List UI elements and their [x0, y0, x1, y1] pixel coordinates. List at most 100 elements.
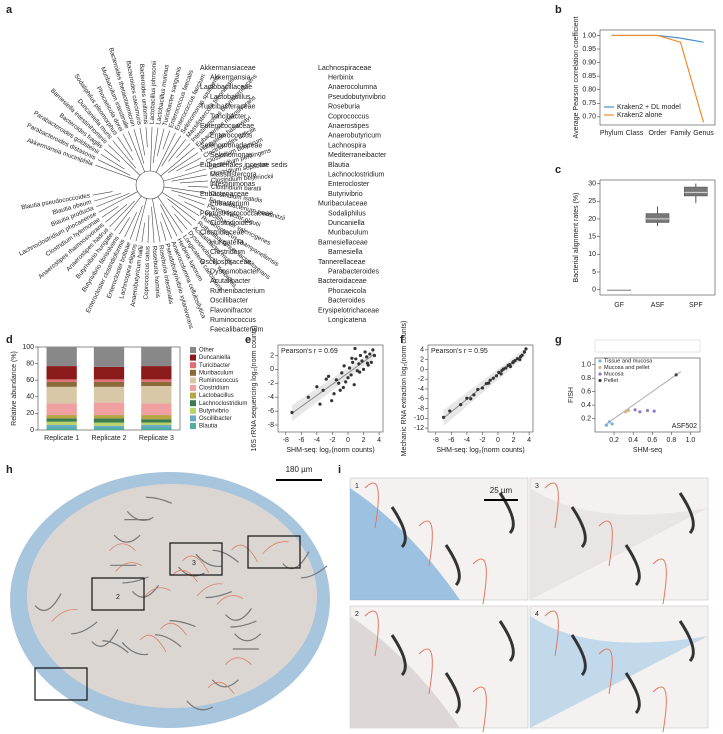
legend-label: Turicibacter [199, 363, 230, 369]
x-tick-label: 2 [512, 437, 516, 444]
tree-branch [160, 147, 195, 177]
y-axis-label: Bacterial alignment rates (%) [573, 193, 580, 283]
point [338, 388, 342, 392]
tissue-structure [570, 634, 587, 677]
tissue-structure [418, 520, 433, 567]
x-tick-label: Replicate 2 [91, 435, 126, 442]
point [355, 369, 359, 373]
legend-swatch [598, 365, 602, 370]
point [369, 360, 373, 364]
point [340, 371, 344, 375]
x-tick-label: -6 [298, 437, 304, 444]
tree-branch [100, 154, 125, 170]
point [334, 378, 338, 382]
region-box [247, 535, 301, 569]
tree-branch [108, 144, 141, 176]
point [499, 372, 503, 376]
y-tick-label: 2 [420, 357, 424, 364]
tree-branch [176, 157, 202, 172]
point [342, 364, 346, 368]
family-name: Akkermansiaceae [200, 65, 256, 72]
tissue-structure [598, 520, 613, 567]
point [371, 348, 375, 352]
genus-name: Pseudobutyrivibrio [328, 94, 386, 101]
plot-frame [599, 29, 716, 126]
point [645, 408, 650, 413]
x-axis-label: SHM-seq: log₂(norm counts) [436, 447, 524, 454]
panel-label: i [338, 464, 341, 476]
family-name: Lactobacillaceae [200, 84, 252, 91]
tree-branch [152, 198, 161, 243]
legend-label: Lactobacillus [199, 393, 234, 399]
legend-swatch [190, 377, 196, 384]
tree-branch [156, 128, 165, 156]
point [638, 410, 642, 414]
tissue-fold [139, 634, 167, 653]
tile-label: 2 [355, 611, 359, 618]
y-axis-label: 16S rRNA sequencing log₂(norm counts) [251, 325, 258, 451]
bar-segment [46, 415, 77, 419]
legend-swatch [598, 372, 602, 376]
family-name: Muribaculaceae [318, 201, 368, 208]
tree-branch [155, 132, 176, 173]
point [332, 392, 336, 396]
x-tick-label: 0.6 [647, 437, 657, 444]
tree-branch [176, 143, 191, 158]
x-tick-label: 2 [362, 437, 366, 444]
point [353, 346, 357, 351]
legend-label: Duncaniella [199, 355, 231, 361]
bar-segment [46, 379, 77, 382]
tissue-fold [196, 583, 224, 597]
tree-leaf-label: Coprococcus catus [143, 246, 152, 300]
y-tick-label: 1.0 [581, 362, 591, 369]
point [497, 370, 501, 374]
box [645, 213, 670, 223]
point [500, 368, 504, 373]
tree-branch [179, 180, 208, 184]
genus-name: Blautia [328, 162, 350, 169]
y-tick-label: 0.85 [582, 73, 596, 80]
legend-label: Pellet [604, 378, 618, 384]
x-tick-label: SPF [689, 302, 703, 309]
region-box [169, 542, 223, 576]
point [610, 422, 614, 426]
bar-segment [46, 347, 77, 367]
x-tick-label: -6 [448, 437, 454, 444]
genus-name: Sodaliphilus [328, 210, 366, 217]
tissue-lumen [27, 484, 317, 708]
y-tick-label: 100 [22, 344, 34, 351]
legend-swatch [190, 407, 196, 414]
family-name: Bacteroidaceae [318, 278, 367, 285]
tissue-structure [472, 686, 487, 733]
tree-branch [135, 198, 147, 242]
family-name: Enterococcaceae [200, 123, 254, 130]
y-tick-label: -4 [418, 386, 424, 393]
tissue-structure [364, 610, 379, 657]
tree-branch [139, 127, 146, 156]
tree-branch [161, 135, 181, 167]
tissue-structure [570, 506, 587, 549]
bar-segment [93, 381, 125, 387]
bar-segment [93, 366, 125, 380]
legend-swatch [190, 392, 196, 399]
tissue-fold [207, 681, 235, 695]
point [290, 410, 294, 415]
point [318, 402, 322, 406]
panel-label: b [555, 4, 562, 16]
point [341, 385, 345, 390]
bar-segment [141, 347, 172, 367]
bar-segment [46, 366, 77, 380]
tree-branch [145, 127, 148, 148]
family-name: Tannerellaceae [318, 259, 366, 266]
tissue-fold [234, 633, 262, 642]
y-tick-label: -6 [418, 396, 424, 403]
tree-branch [150, 127, 153, 172]
point [321, 388, 325, 392]
y-tick-label: 0 [270, 366, 274, 373]
y-tick-label: 0.70 [582, 114, 596, 121]
y-tick-label: 0.6 [581, 388, 591, 395]
tree-leaf-label: Roseburia hominis [151, 246, 162, 299]
y-tick-label: 40 [26, 394, 34, 401]
confidence-band [292, 350, 375, 422]
